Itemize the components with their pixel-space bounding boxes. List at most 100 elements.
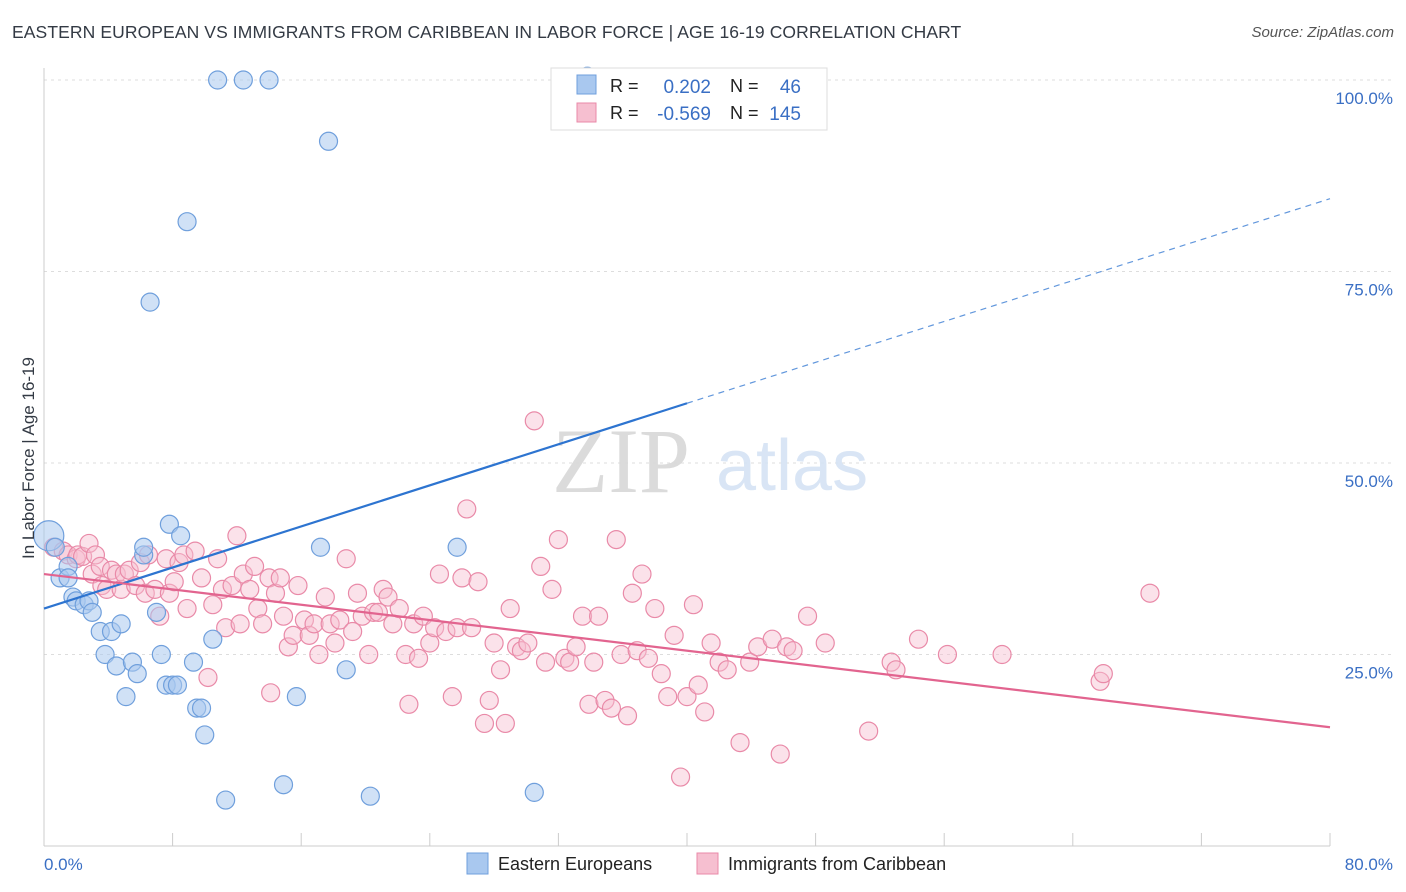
watermark-atlas: atlas [716, 426, 868, 506]
caribbean-point [330, 610, 350, 630]
caribbean-point [420, 633, 440, 653]
caribbean-point [709, 652, 729, 672]
caribbean-point [495, 713, 515, 734]
trend-lines [43, 198, 1331, 729]
caribbean-point [135, 583, 155, 603]
caribbean-point [617, 706, 638, 726]
caribbean-point [442, 687, 462, 707]
caribbean-point [572, 606, 593, 626]
watermark-zip: ZIP [552, 410, 690, 512]
caribbean-point [399, 694, 419, 714]
caribbean-point [500, 598, 520, 619]
eastern-european-point [286, 687, 306, 707]
caribbean-point [701, 633, 721, 653]
caribbean-point [606, 529, 626, 550]
legend-blue-swatch [466, 852, 489, 875]
eastern-european-point [140, 292, 160, 312]
caribbean-point [336, 549, 356, 569]
stats-pink-n-value: 145 [769, 104, 801, 125]
caribbean-point [253, 614, 273, 634]
y-tick-labels: 25.0% 50.0% 75.0% 100.0% [1335, 89, 1393, 683]
caribbean-point [315, 587, 335, 607]
caribbean-point [783, 641, 803, 661]
caribbean-point [216, 618, 236, 638]
caribbean-point [270, 568, 290, 588]
caribbean-point [191, 568, 212, 588]
caribbean-point [1093, 664, 1113, 684]
caribbean-point [651, 664, 671, 684]
caribbean-point [164, 572, 184, 592]
y-tick-label-0: 25.0% [1345, 664, 1393, 683]
eastern-european-point [171, 526, 191, 546]
x-tick-label-0: 0.0% [44, 855, 83, 874]
y-tick-label-3: 100.0% [1335, 89, 1393, 108]
eastern-european-point [111, 614, 131, 634]
chart-title: EASTERN EUROPEAN VS IMMIGRANTS FROM CARI… [12, 22, 962, 42]
caribbean-point [261, 683, 281, 703]
eastern-european-point [116, 687, 136, 707]
legend-blue-label: Eastern Europeans [498, 854, 652, 874]
caribbean-point [683, 595, 704, 615]
caribbean-point [288, 575, 308, 596]
y-tick-label-2: 75.0% [1345, 281, 1393, 300]
caribbean-point [452, 568, 472, 588]
source-credit: Source: ZipAtlas.com [1251, 24, 1394, 41]
caribbean-point [688, 675, 708, 695]
blue-trend-line [43, 402, 688, 610]
caribbean-point [1140, 583, 1160, 603]
x-ticks [43, 833, 1331, 846]
caribbean-point [389, 598, 409, 619]
caribbean-point [484, 633, 504, 653]
watermark: ZIP atlas [552, 410, 868, 512]
stats-pink-r-value: -0.569 [657, 104, 711, 125]
caribbean-point [664, 625, 684, 645]
stats-blue-n-label: N = [730, 76, 759, 96]
caribbean-point [717, 660, 737, 680]
eastern-european-point [318, 131, 339, 151]
caribbean-point [638, 648, 659, 668]
eastern-european-point [82, 602, 102, 622]
caribbean-point [429, 564, 450, 584]
eastern-european-point [167, 675, 188, 695]
caribbean-point [588, 606, 609, 626]
eastern-european-point [127, 664, 147, 684]
caribbean-point [299, 625, 319, 645]
eastern-european-point [233, 70, 253, 90]
stats-blue-swatch [576, 74, 597, 95]
eastern-european-point [151, 644, 171, 665]
caribbean-points [44, 411, 1160, 787]
legend-pink-swatch [696, 852, 719, 875]
stats-pink-r-label: R = [610, 103, 639, 123]
caribbean-point [815, 633, 835, 653]
stats-box: R = 0.202 N = 46 R = -0.569 N = 145 [550, 67, 828, 131]
eastern-european-point [336, 660, 356, 680]
stats-blue-r-value: 0.202 [663, 77, 711, 98]
caribbean-point [343, 621, 363, 642]
caribbean-point [347, 583, 368, 603]
caribbean-point [396, 644, 416, 665]
eastern-european-point [216, 790, 236, 810]
caribbean-point [797, 606, 818, 626]
caribbean-point [566, 637, 586, 657]
caribbean-point [524, 411, 544, 431]
caribbean-point [408, 648, 429, 668]
caribbean-point [622, 583, 642, 603]
caribbean-point [859, 721, 879, 741]
caribbean-point [677, 687, 697, 707]
stats-blue-r-label: R = [610, 76, 639, 96]
eastern-european-point [45, 537, 65, 557]
caribbean-point [479, 690, 499, 711]
caribbean-point [535, 652, 556, 672]
caribbean-point [670, 767, 691, 787]
caribbean-point [230, 614, 250, 634]
caribbean-point [531, 556, 551, 577]
caribbean-point [359, 644, 379, 665]
eastern-european-point [310, 537, 331, 557]
caribbean-point [490, 660, 511, 680]
y-axis-title: In Labor Force | Age 16-19 [19, 357, 38, 559]
x-tick-label-1: 80.0% [1345, 855, 1393, 874]
caribbean-point [304, 614, 324, 634]
caribbean-point [518, 633, 538, 653]
eastern-european-point [360, 786, 380, 806]
